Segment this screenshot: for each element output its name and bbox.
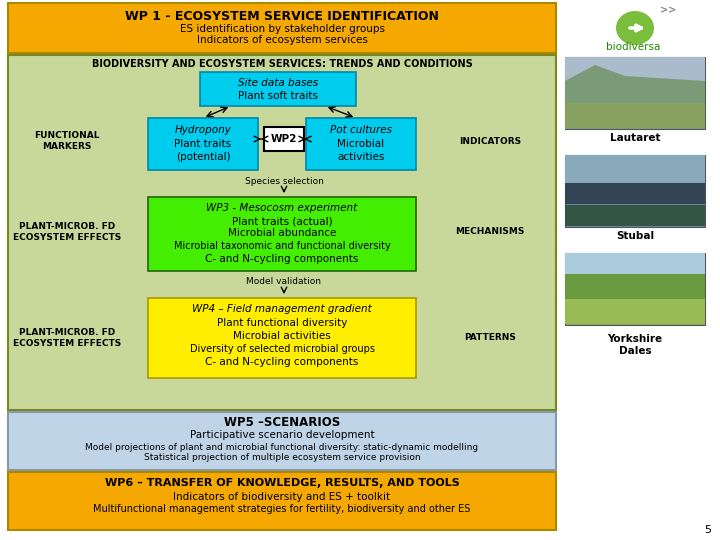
Bar	[565, 205, 705, 226]
Text: Model validation: Model validation	[246, 276, 322, 286]
Bar	[562, 0, 712, 540]
Text: activities: activities	[337, 152, 384, 162]
Bar	[565, 253, 705, 274]
Bar	[565, 253, 705, 325]
Bar	[565, 155, 705, 227]
Text: Indicators of biodiversity and ES + toolkit: Indicators of biodiversity and ES + tool…	[174, 492, 390, 502]
Text: ES identification by stakeholder groups: ES identification by stakeholder groups	[179, 24, 384, 34]
Text: Participative scenario development: Participative scenario development	[189, 430, 374, 440]
Text: biodiversa: biodiversa	[606, 42, 660, 52]
Text: INDICATORS: INDICATORS	[459, 137, 521, 145]
Text: Pot cultures: Pot cultures	[330, 125, 392, 135]
Text: Microbial abundance: Microbial abundance	[228, 228, 336, 238]
Text: Site data bases: Site data bases	[238, 78, 318, 88]
Bar	[200, 72, 356, 106]
Text: WP4 – Field management gradient: WP4 – Field management gradient	[192, 304, 372, 314]
Text: Model projections of plant and microbial functional diversity: static-dynamic mo: Model projections of plant and microbial…	[86, 442, 479, 451]
Text: Stubal: Stubal	[616, 231, 654, 241]
Bar	[8, 412, 556, 470]
Text: C- and N-cycling components: C- and N-cycling components	[205, 254, 359, 264]
Text: PATTERNS: PATTERNS	[464, 334, 516, 342]
Text: Microbial taxonomic and functional diversity: Microbial taxonomic and functional diver…	[174, 241, 390, 251]
Text: Indicators of ecosystem services: Indicators of ecosystem services	[197, 35, 367, 45]
Text: WP6 – TRANSFER OF KNOWLEDGE, RESULTS, AND TOOLS: WP6 – TRANSFER OF KNOWLEDGE, RESULTS, AN…	[104, 478, 459, 488]
Text: WP3 - Mesocosm experiment: WP3 - Mesocosm experiment	[207, 203, 358, 213]
Text: WP 1 - ECOSYSTEM SERVICE IDENTIFICATION: WP 1 - ECOSYSTEM SERVICE IDENTIFICATION	[125, 10, 439, 23]
Bar	[148, 118, 258, 170]
Polygon shape	[565, 65, 705, 129]
Bar	[264, 127, 304, 151]
Text: C- and N-cycling components: C- and N-cycling components	[205, 357, 359, 367]
Bar	[148, 197, 416, 271]
Bar	[8, 472, 556, 530]
Text: Multifunctional management strategies for fertility, biodiversity and other ES: Multifunctional management strategies fo…	[94, 504, 471, 514]
Text: Plant traits (actual): Plant traits (actual)	[232, 216, 333, 226]
Bar	[565, 103, 705, 128]
Text: Diversity of selected microbial groups: Diversity of selected microbial groups	[189, 344, 374, 354]
Text: BIODIVERSITY AND ECOSYSTEM SERVICES: TRENDS AND CONDITIONS: BIODIVERSITY AND ECOSYSTEM SERVICES: TRE…	[91, 59, 472, 69]
Text: PLANT-MICROB. FD
ECOSYSTEM EFFECTS: PLANT-MICROB. FD ECOSYSTEM EFFECTS	[13, 328, 121, 348]
Text: Microbial: Microbial	[338, 139, 384, 149]
Text: Lautaret: Lautaret	[610, 133, 660, 143]
Text: Plant soft traits: Plant soft traits	[238, 91, 318, 101]
Text: Statistical projection of multiple ecosystem service provision: Statistical projection of multiple ecosy…	[144, 454, 420, 462]
Text: Species selection: Species selection	[245, 177, 323, 186]
Text: 5: 5	[704, 525, 711, 535]
Bar	[306, 118, 416, 170]
Bar	[148, 298, 416, 378]
Text: Hydropony: Hydropony	[174, 125, 231, 135]
Bar	[565, 57, 705, 81]
Text: PLANT-MICROB. FD
ECOSYSTEM EFFECTS: PLANT-MICROB. FD ECOSYSTEM EFFECTS	[13, 222, 121, 242]
Bar	[565, 155, 705, 183]
Text: FUNCTIONAL
MARKERS: FUNCTIONAL MARKERS	[35, 131, 100, 151]
Text: Yorkshire
Dales: Yorkshire Dales	[608, 334, 662, 356]
Text: WP5 –SCENARIOS: WP5 –SCENARIOS	[224, 415, 340, 429]
Bar	[565, 57, 705, 129]
Ellipse shape	[616, 11, 654, 45]
Bar	[565, 274, 705, 299]
Text: WP2: WP2	[271, 134, 297, 144]
Bar	[8, 3, 556, 53]
Text: Plant traits: Plant traits	[174, 139, 232, 149]
Bar	[565, 299, 705, 324]
Text: (potential): (potential)	[176, 152, 230, 162]
Bar	[8, 55, 556, 410]
Text: Microbial activities: Microbial activities	[233, 331, 331, 341]
Text: >>: >>	[660, 5, 676, 15]
Text: MECHANISMS: MECHANISMS	[455, 227, 525, 237]
Text: Plant functional diversity: Plant functional diversity	[217, 318, 347, 328]
Bar	[565, 183, 705, 204]
